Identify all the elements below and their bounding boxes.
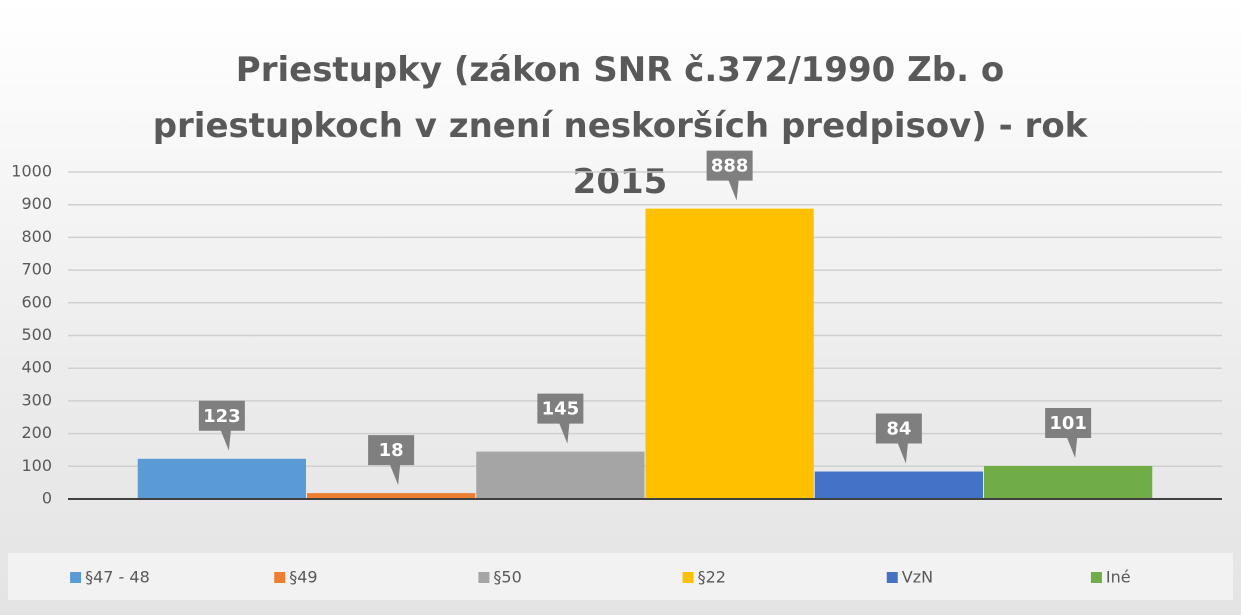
data-label: 101 — [1049, 413, 1087, 434]
y-tick-label: 800 — [21, 227, 52, 246]
data-label: 888 — [711, 156, 749, 177]
bar — [476, 451, 645, 499]
legend-label: §47 - 48 — [85, 568, 150, 587]
y-tick-label: 900 — [21, 194, 52, 213]
legend-swatch — [478, 572, 490, 583]
bar — [984, 465, 1153, 499]
data-label-box — [706, 150, 753, 201]
y-tick-label: 1000 — [11, 162, 52, 181]
y-tick-label: 200 — [21, 423, 52, 442]
data-label-box — [537, 393, 584, 444]
chart-title: Priestupky (zákon SNR č.372/1990 Zb. o p… — [152, 50, 1088, 202]
data-label-box — [198, 400, 245, 451]
y-tick-label: 0 — [42, 489, 52, 508]
data-label: 18 — [379, 440, 404, 461]
data-label-box — [875, 413, 922, 464]
bar — [814, 471, 984, 499]
y-tick-label: 700 — [21, 260, 52, 279]
data-label-box — [1045, 407, 1092, 458]
data-label-box — [368, 435, 415, 486]
legend-swatch — [886, 572, 898, 583]
legend-swatch — [70, 572, 82, 583]
legend-background — [8, 553, 1233, 600]
bar — [306, 493, 476, 499]
legend-label: Iné — [1106, 568, 1131, 587]
legend-swatch — [274, 572, 286, 583]
data-label: 145 — [542, 399, 580, 420]
legend-swatch — [1090, 572, 1102, 583]
y-tick-label: 300 — [21, 390, 52, 409]
legend-label: §22 — [698, 568, 726, 587]
legend-label: §49 — [289, 568, 317, 587]
y-tick-label: 500 — [21, 325, 52, 344]
y-tick-label: 400 — [21, 358, 52, 377]
y-tick-label: 600 — [21, 292, 52, 311]
legend-swatch — [682, 572, 694, 583]
legend-label: §50 — [493, 568, 521, 587]
bar — [645, 208, 814, 499]
data-label: 123 — [203, 406, 241, 427]
legend-label: VzN — [902, 568, 933, 587]
data-label: 84 — [886, 419, 911, 440]
y-tick-label: 100 — [21, 456, 52, 475]
bar — [137, 458, 306, 499]
